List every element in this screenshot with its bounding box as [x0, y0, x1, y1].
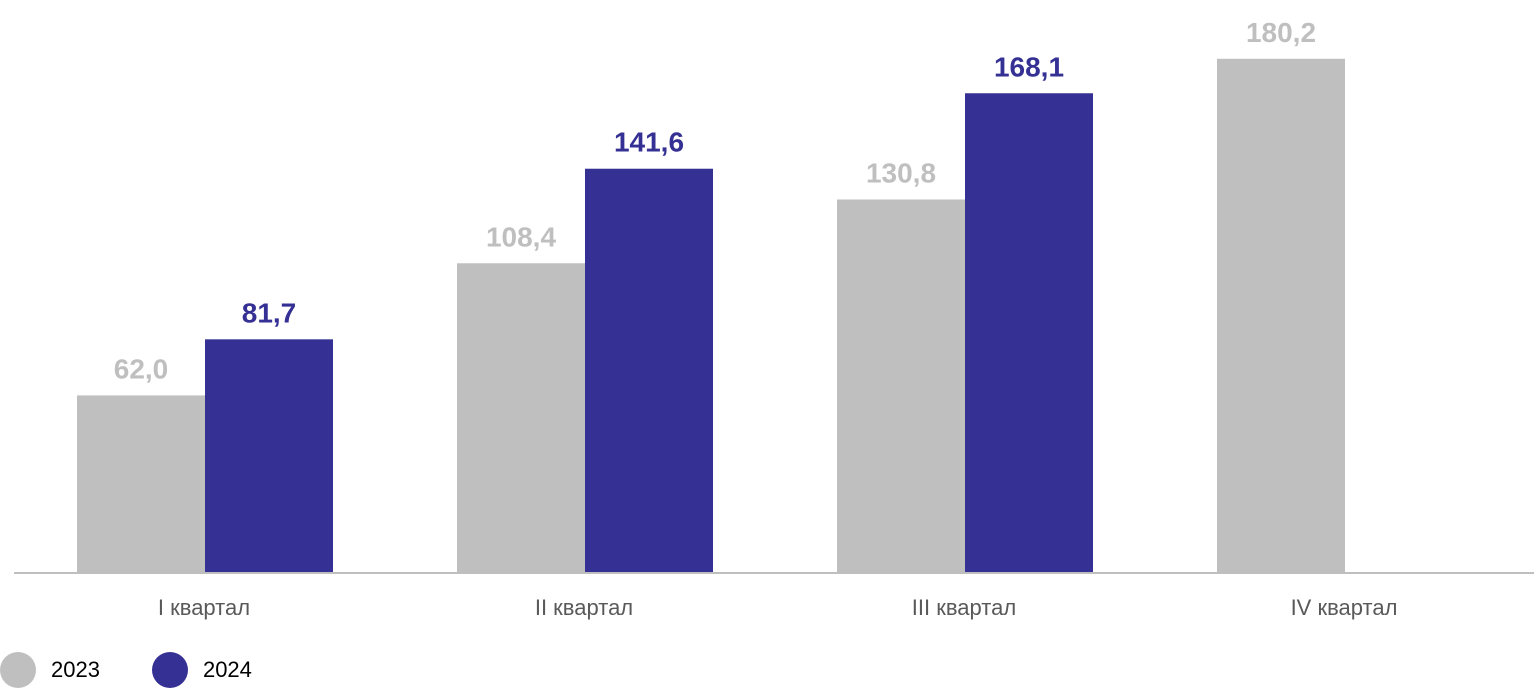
- data-label-2023-q3: 130,8: [866, 157, 936, 188]
- bar-2023-q1: [77, 395, 205, 572]
- legend-item-2024: 2024: [151, 652, 252, 688]
- legend: 2023 2024: [0, 652, 304, 688]
- bar-2024-q3: [965, 93, 1093, 573]
- data-label-2024-q1: 81,7: [242, 297, 297, 328]
- x-tick-label-q1: I квартал: [158, 595, 250, 620]
- legend-label-2023: 2023: [51, 657, 100, 682]
- data-label-2024-q2: 141,6: [614, 127, 684, 158]
- bar-2023-q3: [837, 199, 965, 572]
- legend-label-2024: 2024: [202, 657, 252, 682]
- data-label-2023-q2: 108,4: [486, 221, 556, 252]
- legend-item-2023: 2023: [0, 652, 100, 688]
- bar-2024-q2: [585, 168, 713, 572]
- bar-2023-q2: [457, 263, 585, 572]
- x-tick-label-q4: IV квартал: [1291, 595, 1398, 620]
- legend-swatch-2023: [0, 652, 36, 688]
- data-label-2023-q1: 62,0: [114, 353, 169, 384]
- bar-2024-q1: [205, 339, 333, 572]
- data-label-2024-q3: 168,1: [994, 51, 1064, 82]
- x-tick-label-q2: II квартал: [535, 595, 633, 620]
- legend-swatch-2024: [151, 652, 188, 688]
- data-label-2023-q4: 180,2: [1246, 17, 1316, 48]
- bar-2023-q4: [1217, 58, 1345, 572]
- x-tick-label-q3: III квартал: [912, 595, 1016, 620]
